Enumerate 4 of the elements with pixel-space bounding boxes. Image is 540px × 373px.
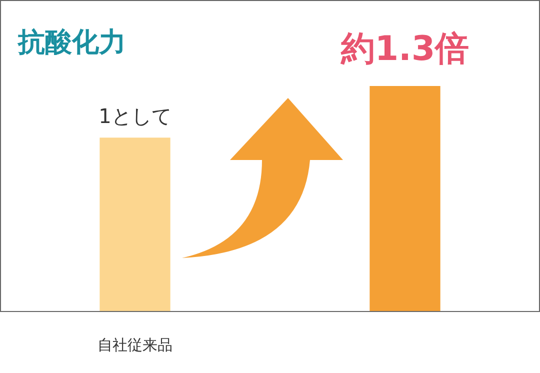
data-label: 1として <box>98 104 172 128</box>
data-label: 約1.3倍 <box>340 28 470 69</box>
chart-title: 抗酸化力 <box>17 27 126 58</box>
x-tick-label: 自社従来品 <box>98 336 172 354</box>
